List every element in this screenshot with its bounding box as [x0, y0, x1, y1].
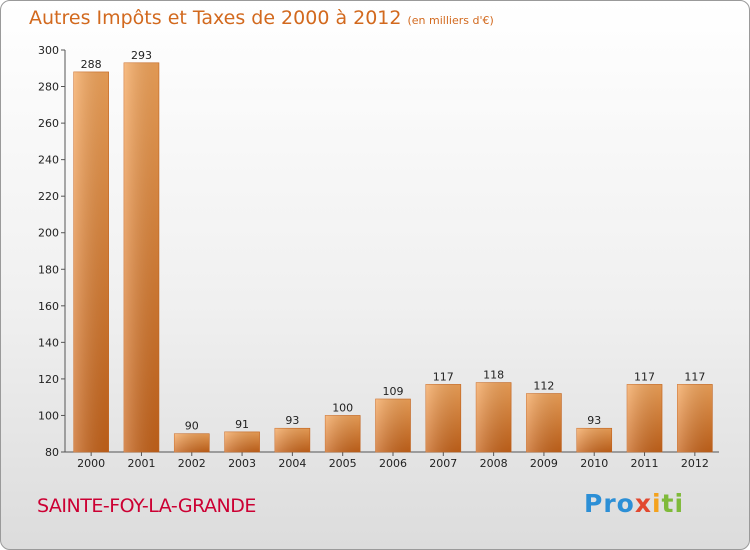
x-tick-label: 2007 [429, 457, 457, 470]
bar-value-label: 293 [131, 49, 152, 62]
bar-shade [526, 393, 562, 452]
y-tick-label: 260 [38, 117, 59, 130]
y-tick-label: 280 [38, 81, 59, 94]
bar-value-label: 117 [634, 370, 655, 383]
y-tick-label: 200 [38, 227, 59, 240]
bar-shade [224, 431, 260, 452]
bar-shade [375, 399, 411, 452]
chart-title: Autres Impôts et Taxes de 2000 à 2012 (en… [29, 7, 494, 29]
y-tick-label: 220 [38, 190, 59, 203]
bar-value-label: 93 [285, 414, 299, 427]
chart-unit: (en milliers d'€) [407, 14, 494, 27]
bar-value-label: 90 [185, 420, 199, 433]
bar-value-label: 288 [81, 58, 102, 71]
y-tick-label: 300 [38, 44, 59, 57]
chart-title-text: Autres Impôts et Taxes de 2000 à 2012 [29, 7, 402, 29]
bar-value-label: 112 [533, 380, 554, 393]
y-tick-label: 140 [38, 336, 59, 349]
proxiti-logo[interactable]: Proxiti [584, 489, 684, 518]
y-tick-label: 100 [38, 409, 59, 422]
x-tick-label: 2000 [77, 457, 105, 470]
bar-value-label: 109 [383, 385, 404, 398]
bar-shade [576, 428, 612, 452]
bar-value-label: 117 [433, 370, 454, 383]
x-tick-label: 2003 [228, 457, 256, 470]
x-tick-label: 2009 [530, 457, 558, 470]
y-tick-label: 160 [38, 300, 59, 313]
x-tick-label: 2001 [127, 457, 155, 470]
logo-part-i: i [651, 489, 662, 518]
y-tick-label: 180 [38, 263, 59, 276]
bar-shade [627, 384, 663, 452]
y-tick-label: 240 [38, 154, 59, 167]
x-tick-label: 2004 [278, 457, 306, 470]
bar-shade [123, 62, 159, 453]
x-tick-label: 2002 [178, 457, 206, 470]
x-tick-label: 2008 [480, 457, 508, 470]
bar-value-label: 118 [483, 369, 504, 382]
x-tick-label: 2012 [681, 457, 709, 470]
logo-part-pro: Pro [584, 489, 635, 518]
bar-value-label: 91 [235, 418, 249, 431]
bar-value-label: 93 [587, 414, 601, 427]
bar-shade [425, 384, 461, 452]
bar-shade [476, 382, 512, 452]
bar-shade [73, 71, 109, 452]
logo-part-ti: ti [661, 489, 685, 518]
bar-value-label: 117 [684, 370, 705, 383]
bar-shade [325, 415, 361, 452]
bar-shade [677, 384, 713, 452]
y-tick-label: 120 [38, 373, 59, 386]
x-tick-label: 2010 [580, 457, 608, 470]
bar-value-label: 100 [332, 401, 353, 414]
x-tick-label: 2011 [631, 457, 659, 470]
commune-name: SAINTE-FOY-LA-GRANDE [37, 495, 256, 517]
logo-part-x: x [634, 489, 652, 518]
bar-shade [174, 433, 210, 452]
bar-shade [274, 428, 310, 452]
x-tick-label: 2005 [329, 457, 357, 470]
y-tick-label: 80 [45, 446, 59, 459]
x-tick-label: 2006 [379, 457, 407, 470]
